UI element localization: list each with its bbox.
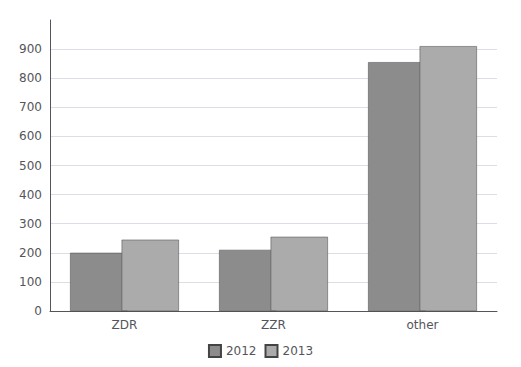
svg-text:other: other [407,318,439,332]
svg-text:100: 100 [19,275,42,289]
svg-text:200: 200 [19,246,42,260]
svg-text:500: 500 [19,159,42,173]
svg-text:ZZR: ZZR [261,318,286,332]
svg-text:2013: 2013 [283,344,314,358]
svg-text:600: 600 [19,129,42,143]
svg-text:800: 800 [19,71,42,85]
svg-text:400: 400 [19,188,42,202]
svg-text:300: 300 [19,217,42,231]
svg-text:900: 900 [19,42,42,56]
svg-text:700: 700 [19,100,42,114]
svg-text:2012: 2012 [226,344,257,358]
svg-text:ZDR: ZDR [112,318,138,332]
svg-text:0: 0 [34,304,42,318]
